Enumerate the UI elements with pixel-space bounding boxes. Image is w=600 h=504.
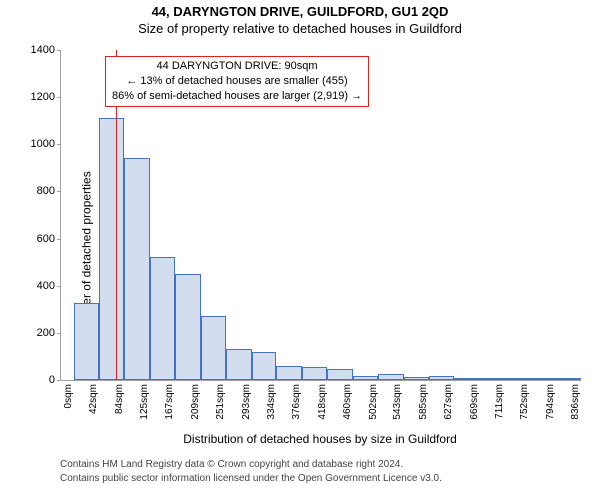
x-axis-label: Distribution of detached houses by size … xyxy=(60,432,580,446)
histogram-bar xyxy=(276,366,301,380)
x-tick: 42sqm xyxy=(88,384,99,414)
reference-annotation-box: 44 DARYNGTON DRIVE: 90sqm ← 13% of detac… xyxy=(105,56,369,107)
y-tick: 1000 xyxy=(31,138,61,150)
y-tick: 1200 xyxy=(31,91,61,103)
histogram-bar xyxy=(201,316,226,380)
annotation-line: 44 DARYNGTON DRIVE: 90sqm xyxy=(112,59,362,74)
histogram-bar xyxy=(150,257,175,380)
annotation-line: ← 13% of detached houses are smaller (45… xyxy=(112,74,362,89)
x-tick: 669sqm xyxy=(469,384,480,420)
x-tick: 752sqm xyxy=(519,384,530,420)
x-tick-container: 0sqm 42sqm 84sqm 125sqm 167sqm 209sqm 251sqm 29… xyxy=(60,380,580,435)
x-tick: 585sqm xyxy=(418,384,429,420)
x-tick: 209sqm xyxy=(190,384,201,420)
x-tick: 794sqm xyxy=(545,384,556,420)
histogram-bar xyxy=(74,303,99,380)
x-tick: 167sqm xyxy=(164,384,175,420)
footer-line: Contains HM Land Registry data © Crown c… xyxy=(60,458,442,472)
x-tick: 627sqm xyxy=(443,384,454,420)
page-subtitle: Size of property relative to detached ho… xyxy=(0,21,600,36)
x-tick: 293sqm xyxy=(241,384,252,420)
page-address-title: 44, DARYNGTON DRIVE, GUILDFORD, GU1 2QD xyxy=(0,4,600,19)
x-tick: 84sqm xyxy=(114,384,125,414)
y-tick: 1400 xyxy=(31,44,61,56)
x-tick: 711sqm xyxy=(494,384,505,419)
y-tick: 400 xyxy=(37,280,61,292)
footer-line: Contains public sector information licen… xyxy=(60,472,442,486)
x-tick: 543sqm xyxy=(392,384,403,420)
x-tick: 418sqm xyxy=(317,384,328,420)
x-tick: 251sqm xyxy=(215,384,226,420)
histogram-bar xyxy=(252,352,277,380)
x-tick: 836sqm xyxy=(570,384,581,420)
x-tick: 376sqm xyxy=(291,384,302,420)
x-tick: 502sqm xyxy=(368,384,379,420)
histogram-bar xyxy=(175,274,200,380)
footer-attribution: Contains HM Land Registry data © Crown c… xyxy=(60,458,442,485)
y-tick: 600 xyxy=(37,233,61,245)
histogram-bar xyxy=(327,369,352,380)
histogram-bar xyxy=(302,367,327,380)
y-tick: 200 xyxy=(37,327,61,339)
x-tick: 0sqm xyxy=(63,384,74,408)
y-tick: 800 xyxy=(37,185,61,197)
histogram-bar xyxy=(124,158,149,380)
histogram-bar xyxy=(226,349,251,380)
annotation-line: 86% of semi-detached houses are larger (… xyxy=(112,89,362,104)
x-tick: 460sqm xyxy=(342,384,353,420)
x-tick: 125sqm xyxy=(139,384,150,420)
x-tick: 334sqm xyxy=(266,384,277,420)
histogram-bar xyxy=(99,118,124,380)
